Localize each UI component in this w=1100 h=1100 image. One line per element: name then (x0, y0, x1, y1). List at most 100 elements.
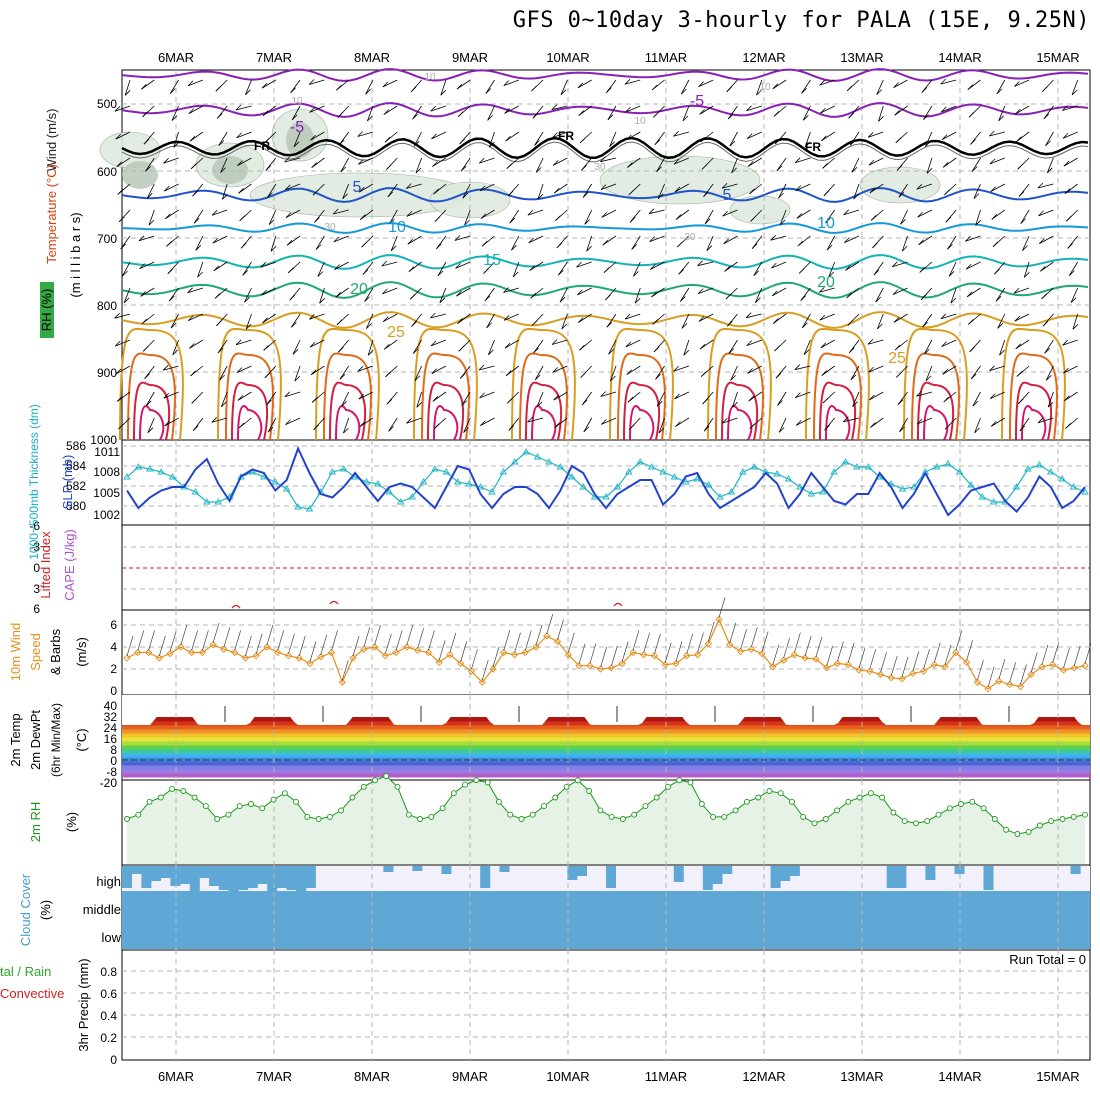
wind-barb-flag (681, 323, 688, 329)
wind-barb-flag (950, 297, 957, 304)
wind-barb (990, 183, 1005, 192)
wind-barb (852, 391, 860, 407)
temp-tick: 8 (110, 743, 117, 757)
wind-barb-flag (481, 240, 488, 247)
thickness-point (294, 503, 302, 510)
wind-barb-flag (362, 269, 369, 275)
wind-barb (999, 339, 1006, 356)
wind-barb (876, 79, 884, 95)
wind-barb (455, 261, 471, 269)
wind-barb-flag (528, 237, 534, 244)
wind-barb (794, 157, 811, 164)
wind-barb-flag (459, 138, 465, 145)
wind-barb-flag (918, 239, 924, 246)
wind-barb-flag (313, 424, 319, 431)
wind-barb-flag (730, 375, 736, 381)
isotherm-column (1021, 405, 1047, 441)
cloud-high-bar (199, 866, 210, 878)
slp-tick: 1008 (93, 465, 120, 479)
wind10m-label: 10m Wind (8, 623, 23, 682)
wind-barb-flag (529, 265, 535, 271)
wind-barb-flag (943, 396, 949, 403)
wind-barb-flag (169, 88, 176, 94)
wind-barb-flag (536, 401, 543, 408)
wind-barb-flag (772, 83, 779, 90)
wind-barb (384, 339, 398, 350)
wind-barb-flag (456, 290, 462, 297)
wind-barb-flag (795, 185, 802, 191)
wind-barb-flag (122, 270, 128, 277)
cloud-high-bar (770, 866, 781, 888)
rh-contour-label: 30 (684, 232, 696, 243)
thickness-point (910, 483, 918, 490)
wind-barb-flag (729, 140, 736, 147)
wind-barb (606, 313, 617, 328)
wind-barb-flag (751, 243, 758, 249)
wind-barb (581, 391, 593, 406)
wind-barb-flag (319, 298, 325, 304)
wind-barb-flag (191, 398, 197, 404)
wind-barb (527, 209, 544, 216)
wind-barb-flag (1016, 371, 1023, 377)
wind10m-point (241, 654, 250, 662)
wind-barb (146, 183, 155, 199)
wind10m-point (855, 666, 863, 674)
wind-barb-flag (942, 369, 948, 375)
wind-barb-flag (215, 85, 222, 92)
wind-barb (942, 157, 957, 168)
wind10m-barb (331, 630, 338, 651)
wind-barb (1062, 131, 1078, 139)
wind-barb-flag (872, 242, 878, 249)
wind-barb-flag (382, 81, 389, 88)
wind-barb (189, 131, 204, 142)
li-tick: -6 (29, 519, 40, 533)
wind-barb-flag (261, 289, 267, 296)
isotherm-column (433, 405, 459, 441)
rh2m-point (349, 794, 356, 801)
wind-barb-flag (437, 270, 444, 277)
wind10m-barb (158, 635, 166, 657)
rh-shade (599, 155, 761, 205)
wind-barb-flag (197, 271, 203, 278)
wind-barb-flag (527, 209, 534, 216)
wind10m-barb (664, 642, 672, 663)
date-label: 10MAR (546, 50, 589, 65)
wind-barb (382, 287, 398, 295)
temp-band (122, 733, 1090, 738)
wind-barb-flag (683, 349, 690, 356)
rh2m-point (326, 813, 333, 820)
wind10m-barb (481, 660, 489, 681)
wind-barb-flag (1072, 324, 1079, 330)
wind10m-barb (255, 633, 263, 654)
isotherm-column (917, 381, 955, 441)
wind-barb (343, 417, 350, 434)
wind-barb (875, 287, 884, 303)
wind-barb (489, 131, 495, 148)
wind-barb (237, 391, 252, 401)
cloud-high-bar (238, 866, 249, 890)
wind10m-barb (567, 632, 575, 653)
wind10m-barb (438, 640, 446, 661)
wind-barb-flag (655, 373, 661, 380)
rh2m-point (507, 811, 514, 818)
thickness-point (556, 463, 565, 470)
thickness-tick: 584 (66, 459, 86, 473)
wind-barb (925, 365, 933, 382)
wind-barb (868, 157, 884, 166)
wind-barb-flag (803, 349, 810, 355)
wind10m-point (478, 678, 486, 686)
wind10m-point (166, 649, 174, 658)
wind-barb-flag (242, 270, 248, 276)
wind-barb (1038, 209, 1054, 217)
date-label: 12MAR (742, 1069, 785, 1084)
wind-barb-flag (724, 266, 730, 272)
wind-barb-flag (726, 86, 732, 93)
wind-barb-flag (973, 193, 980, 199)
wind-barb-flag (1066, 215, 1072, 222)
wind10m-point (909, 669, 917, 678)
wind-barb-flag (236, 367, 243, 373)
wind10m-barb (557, 619, 564, 640)
wind-barb (819, 287, 835, 293)
temp-tick: 40 (104, 699, 118, 713)
isotherm-column (911, 352, 961, 441)
